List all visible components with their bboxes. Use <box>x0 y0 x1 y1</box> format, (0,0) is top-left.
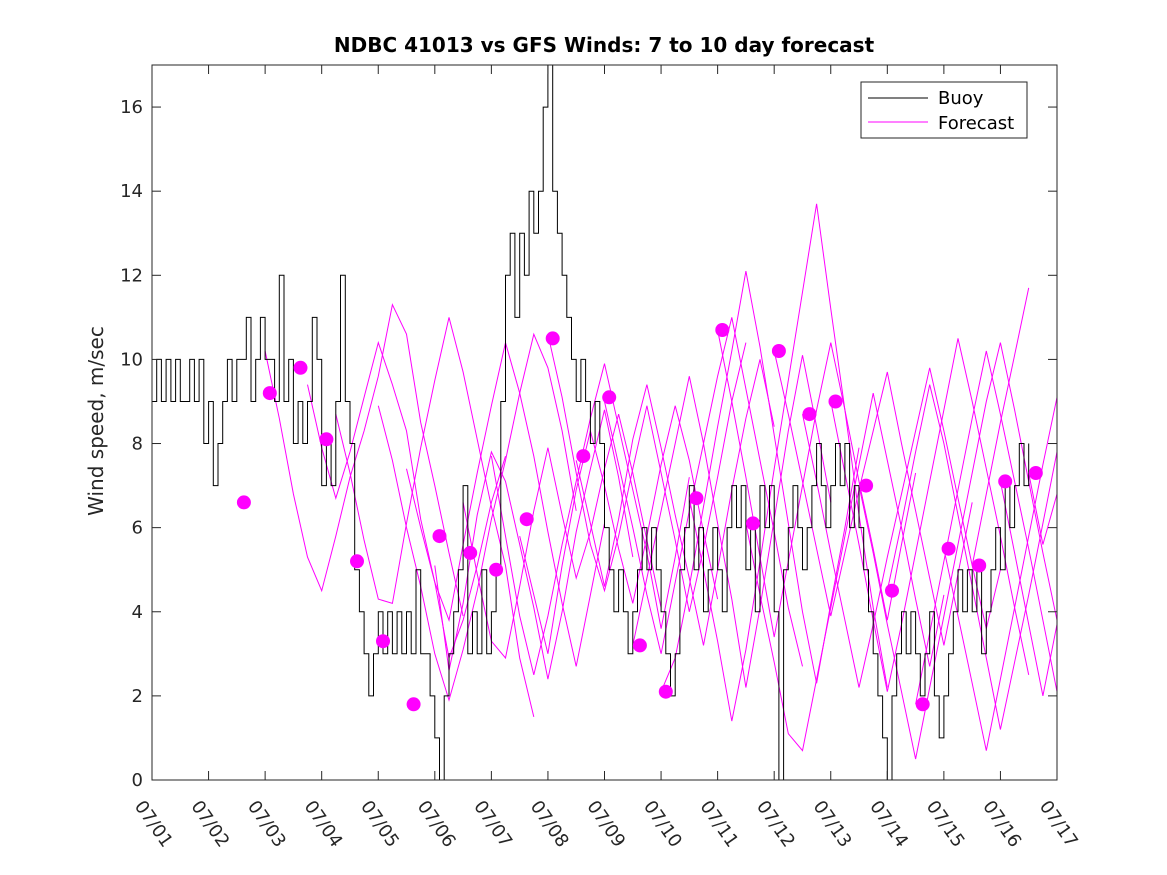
forecast-point <box>350 554 364 569</box>
forecast-point <box>519 512 534 527</box>
y-tick-label: 0 <box>132 770 143 791</box>
forecast-point <box>658 684 673 699</box>
forecast-point <box>771 344 786 358</box>
x-tick-label: 07/15 <box>922 797 969 852</box>
forecast-trace-line <box>943 397 1057 751</box>
y-axis: 0 2 4 6 8 10 12 14 16 <box>120 97 1057 791</box>
x-tick-label: 07/10 <box>639 797 686 852</box>
y-tick-label: 16 <box>120 97 143 118</box>
y-tick-label: 8 <box>132 434 143 455</box>
forecast-point <box>262 386 277 401</box>
forecast-trace-line <box>547 334 747 612</box>
forecast-point <box>463 545 478 560</box>
forecast-point <box>715 323 730 337</box>
x-tick-label: 07/06 <box>413 797 460 852</box>
forecast-trace-line <box>377 332 577 702</box>
forecast-point <box>236 495 251 510</box>
x-tick-label: 07/13 <box>809 797 856 852</box>
forecast-point <box>941 541 956 556</box>
forecast-point <box>972 558 987 573</box>
x-tick-label: 07/16 <box>978 797 1025 852</box>
forecast-point <box>828 394 843 409</box>
x-tick-label: 07/05 <box>356 797 403 852</box>
forecast-trace-line <box>307 340 506 660</box>
x-tick-label: 07/04 <box>300 797 347 852</box>
forecast-trace-line <box>462 413 662 660</box>
forecast-point <box>319 432 334 447</box>
forecast-point <box>432 529 447 544</box>
x-tick-label: 07/08 <box>526 797 573 852</box>
buoy-series-line <box>152 65 1030 780</box>
forecast-point <box>1028 466 1043 480</box>
forecast-point <box>802 407 817 422</box>
plot-area <box>151 64 1058 781</box>
y-tick-label: 12 <box>120 265 143 286</box>
series-layer <box>152 65 1057 780</box>
forecast-point <box>689 491 704 506</box>
y-axis-label: Wind speed, m/sec <box>84 326 108 516</box>
forecast-point <box>406 697 421 712</box>
x-tick-label: 07/12 <box>752 797 799 852</box>
forecast-trace-line <box>802 367 1001 688</box>
marker-layer <box>236 323 1043 712</box>
chart-title: NDBC 41013 vs GFS Winds: 7 to 10 day for… <box>334 33 875 57</box>
forecast-point <box>576 449 591 464</box>
forecast-trace-line <box>915 350 1057 705</box>
forecast-point <box>376 634 390 649</box>
x-tick-label: 07/03 <box>243 797 290 852</box>
forecast-trace-line <box>773 350 973 646</box>
legend-buoy-label: Buoy <box>938 88 984 109</box>
y-tick-label: 4 <box>132 602 143 623</box>
x-tick-label: 07/02 <box>186 797 233 852</box>
forecast-point <box>746 516 760 531</box>
forecast-trace-line <box>519 405 719 654</box>
forecast-trace-line <box>264 303 464 617</box>
x-tick-label: 07/11 <box>696 797 743 852</box>
forecast-trace-line <box>971 287 1030 566</box>
forecast-trace-line <box>717 329 917 638</box>
forecast-point <box>602 390 617 405</box>
forecast-trace-line <box>688 203 888 722</box>
forecast-trace-line <box>999 481 1057 696</box>
x-tick-label: 07/09 <box>582 797 629 852</box>
legend: Buoy Forecast <box>860 81 1028 139</box>
y-tick-label: 10 <box>120 349 143 370</box>
forecast-point <box>885 583 899 598</box>
forecast-point <box>293 360 308 375</box>
legend-forecast-label: Forecast <box>938 113 1014 134</box>
y-tick-label: 14 <box>120 181 143 202</box>
forecast-trace-line <box>632 355 832 688</box>
legend-box <box>860 81 1028 139</box>
forecast-point <box>859 478 874 493</box>
x-tick-label: 07/07 <box>469 797 516 852</box>
forecast-point <box>915 697 930 712</box>
y-tick-label: 6 <box>132 518 143 539</box>
forecast-point <box>998 474 1013 489</box>
forecast-trace-line <box>1028 472 1057 545</box>
forecast-point <box>632 638 647 653</box>
y-tick-label: 2 <box>132 686 143 707</box>
x-tick-label: 07/01 <box>130 797 177 852</box>
forecast-point <box>545 331 560 346</box>
x-tick-label: 07/14 <box>865 797 912 852</box>
x-tick-label: 07/17 <box>1035 797 1082 852</box>
forecast-point <box>489 562 504 577</box>
